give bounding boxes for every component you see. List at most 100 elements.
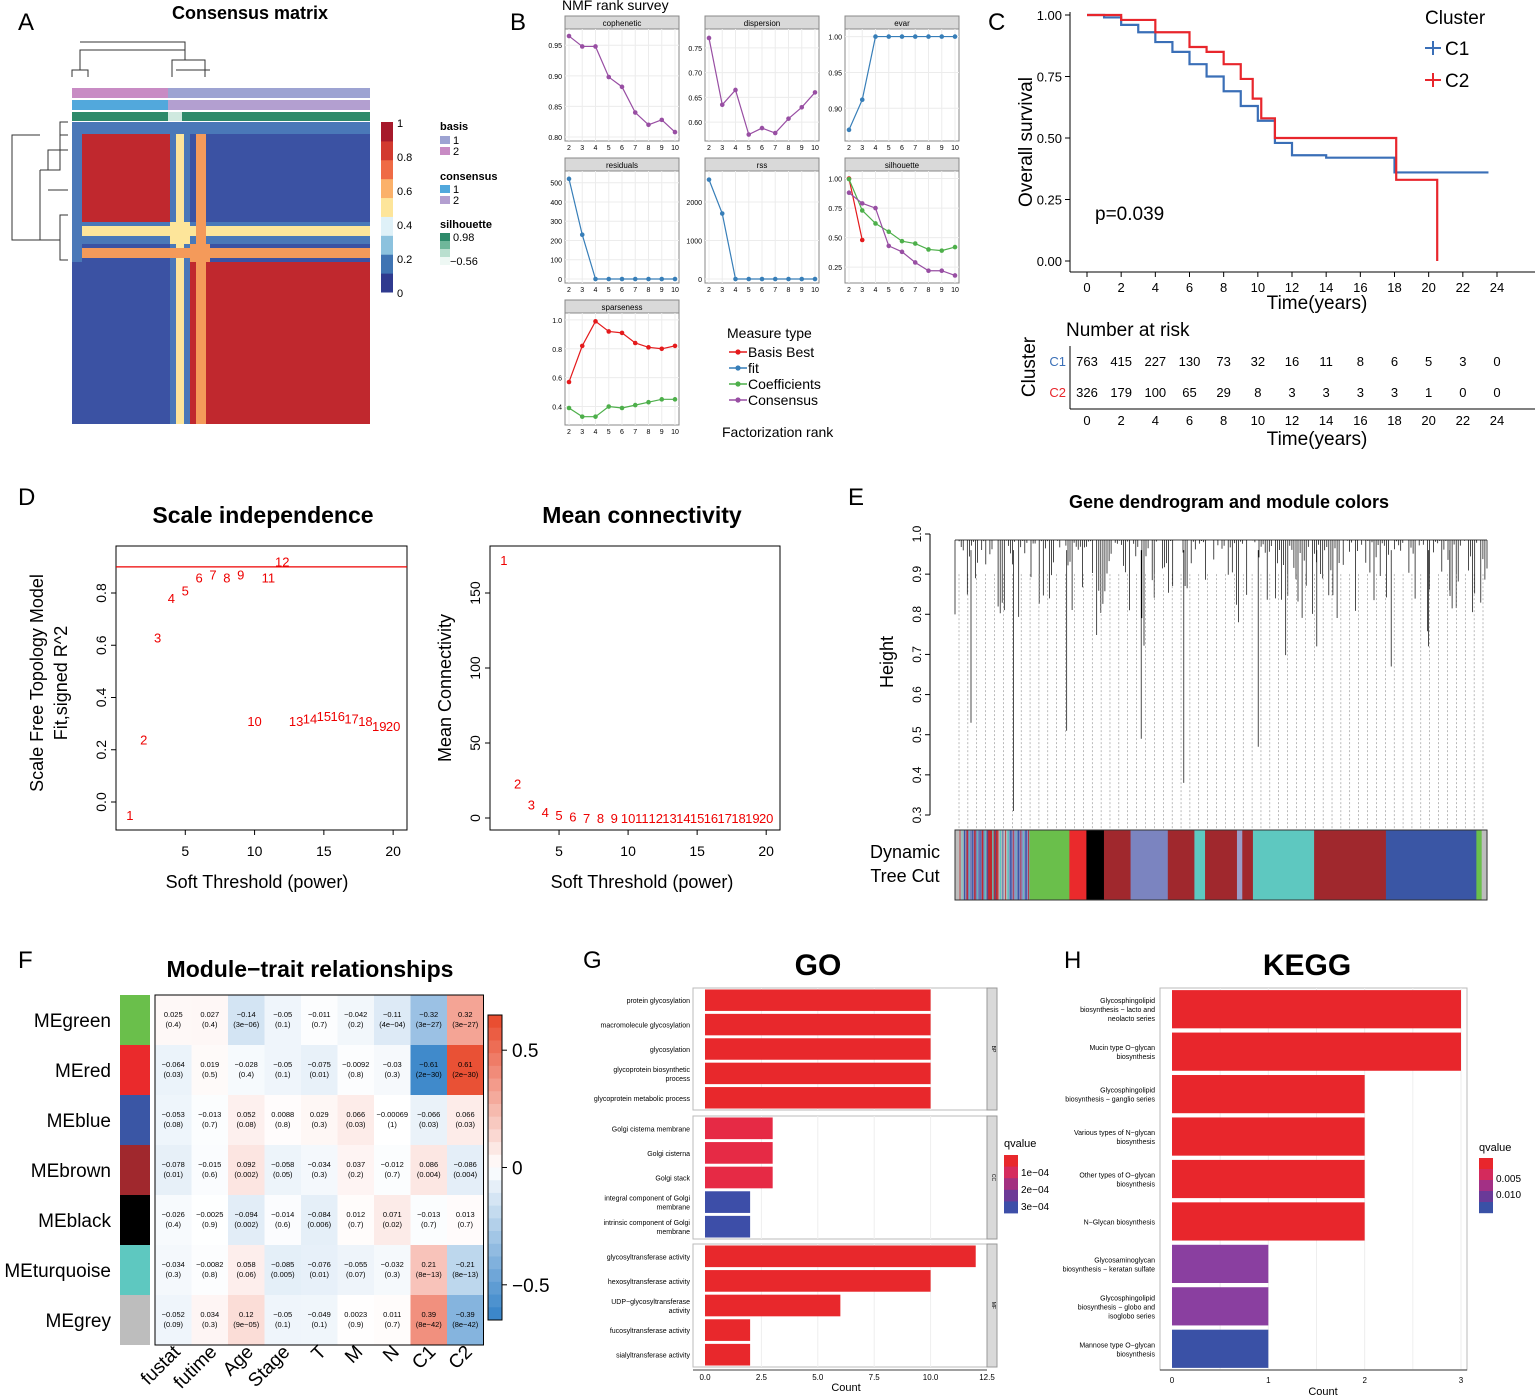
x-tick: 4 [874,287,878,294]
legend-swatch [488,1040,502,1054]
y-axis-label: Scale Free Topology Model [27,574,47,792]
x-tick: 5 [887,287,891,294]
panel-letter-e: E [848,484,864,511]
series-point [926,247,931,252]
series-point [719,102,725,108]
cell-pvalue: (0.3) [385,1070,401,1079]
heatmap-cell [447,1195,484,1245]
series-point [859,97,865,103]
x-tick: 3 [720,287,724,294]
legend-tick: 0.4 [397,220,412,232]
risk-value: 65 [1182,385,1196,400]
legend-label: C1 [1445,39,1469,60]
go-bar [705,1191,751,1213]
basis-legend-title: basis [440,121,468,133]
module-swatch [120,1245,150,1295]
x-tick: 4 [1152,413,1159,428]
module-segment [965,830,988,900]
heatmap-cell [264,1295,301,1345]
go-term-label: hexosyltransferase activity [608,1279,691,1286]
go-bar [705,1117,773,1140]
legend-swatch [1479,1202,1493,1214]
risk-value: 8 [1357,354,1364,369]
x-tick: 6 [1186,280,1193,295]
legend-label: C2 [1445,71,1469,92]
legend-dot [735,365,741,371]
cell-value: −0.075 [308,1060,331,1069]
module-segment [1252,830,1315,900]
heatmap-cell [410,1145,447,1195]
risk-y-label: Cluster [1019,336,1040,397]
plot-frame [489,545,781,831]
x-tick: 14 [1319,280,1333,295]
kegg-bar [1172,1075,1365,1114]
connectivity-point: 5 [555,808,562,823]
power-point: 10 [247,714,261,729]
kegg-title: KEGG [1263,949,1351,982]
y-tick: 0.90 [828,106,842,113]
kegg-term-label: biosynthesis [1116,1182,1155,1189]
risk-value: 763 [1076,354,1098,369]
cell-value: 0.0023 [344,1310,367,1319]
cell-pvalue: (8e−42) [452,1320,479,1329]
legend-swatch [1004,1155,1018,1167]
go-term-label: integral component of Golgi [604,1196,690,1203]
heatmap-cell [337,1095,374,1145]
cell-pvalue: (8e−13) [452,1270,479,1279]
cell-value: −0.058 [271,1160,294,1169]
cell-value: −0.013 [198,1110,221,1119]
kegg-term-label: neolacto series [1108,1016,1156,1023]
heatmap-cell [337,1245,374,1295]
cell-value: −0.042 [344,1010,367,1019]
panel-a: Consensus matrix10.80.60.40.20basis12con… [11,3,497,424]
strip-label: residuals [606,161,638,170]
y-tick: 0.6 [93,635,109,655]
x-tick: 7 [913,287,917,294]
cell-pvalue: (0.1) [312,1320,328,1329]
risk-value: 227 [1144,354,1166,369]
x-tick: 20 [1421,280,1435,295]
cell-value: 0.086 [419,1160,438,1169]
kegg-bar [1172,1287,1269,1326]
legend-tick: 0.2 [397,254,412,266]
legend-title: qvalue [1004,1138,1036,1150]
series-point [672,129,678,135]
legend-dot [735,397,741,403]
x-tick: 14 [1319,413,1333,428]
cell-pvalue: (0.08) [163,1120,183,1129]
power-point: 11 [262,570,276,585]
risk-row-label: C1 [1049,354,1066,369]
risk-value: 326 [1076,385,1098,400]
y-tick: 400 [550,200,562,207]
go-bar [705,1215,751,1238]
x-tick: 4 [594,429,598,436]
kegg-term-label: N−Glycan biosynthesis [1084,1219,1156,1226]
connectivity-point: 4 [542,805,549,820]
cell-pvalue: (0.2) [348,1170,364,1179]
legend-swatch [488,1205,502,1219]
x-axis-label: Soft Threshold (power) [551,872,734,892]
cell-value: −0.32 [419,1010,438,1019]
series-point [859,237,865,243]
heatmap-cell [447,1095,484,1145]
silhouette-bar [168,112,182,121]
kegg-term-label: biosynthesis − keratan sulfate [1063,1266,1156,1273]
heatmap-cell [337,1145,374,1195]
series-point [566,405,572,411]
heatmap-cell [155,1045,192,1095]
module-segment [1167,830,1195,900]
risk-value: 3 [1459,354,1466,369]
legend-swatch [488,1154,502,1168]
y-tick: 0.4 [93,688,109,708]
y-tick: 0.65 [688,95,702,102]
legend-swatch [488,1167,502,1181]
panel-g: GO BP protein glycosylation macromolecule g… [594,949,1050,1394]
subplot-rss: rss 2000 1000 02 3 4 5 6 7 8 9 10 [686,157,820,294]
power-point: 8 [223,570,230,585]
module-color-bar [955,830,1488,900]
x-tick: 20 [758,843,774,859]
x-tick: 6 [760,287,764,294]
cell-value: 0.025 [164,1010,183,1019]
cell-value: −0.0092 [342,1060,369,1069]
module-swatch [120,1045,150,1095]
